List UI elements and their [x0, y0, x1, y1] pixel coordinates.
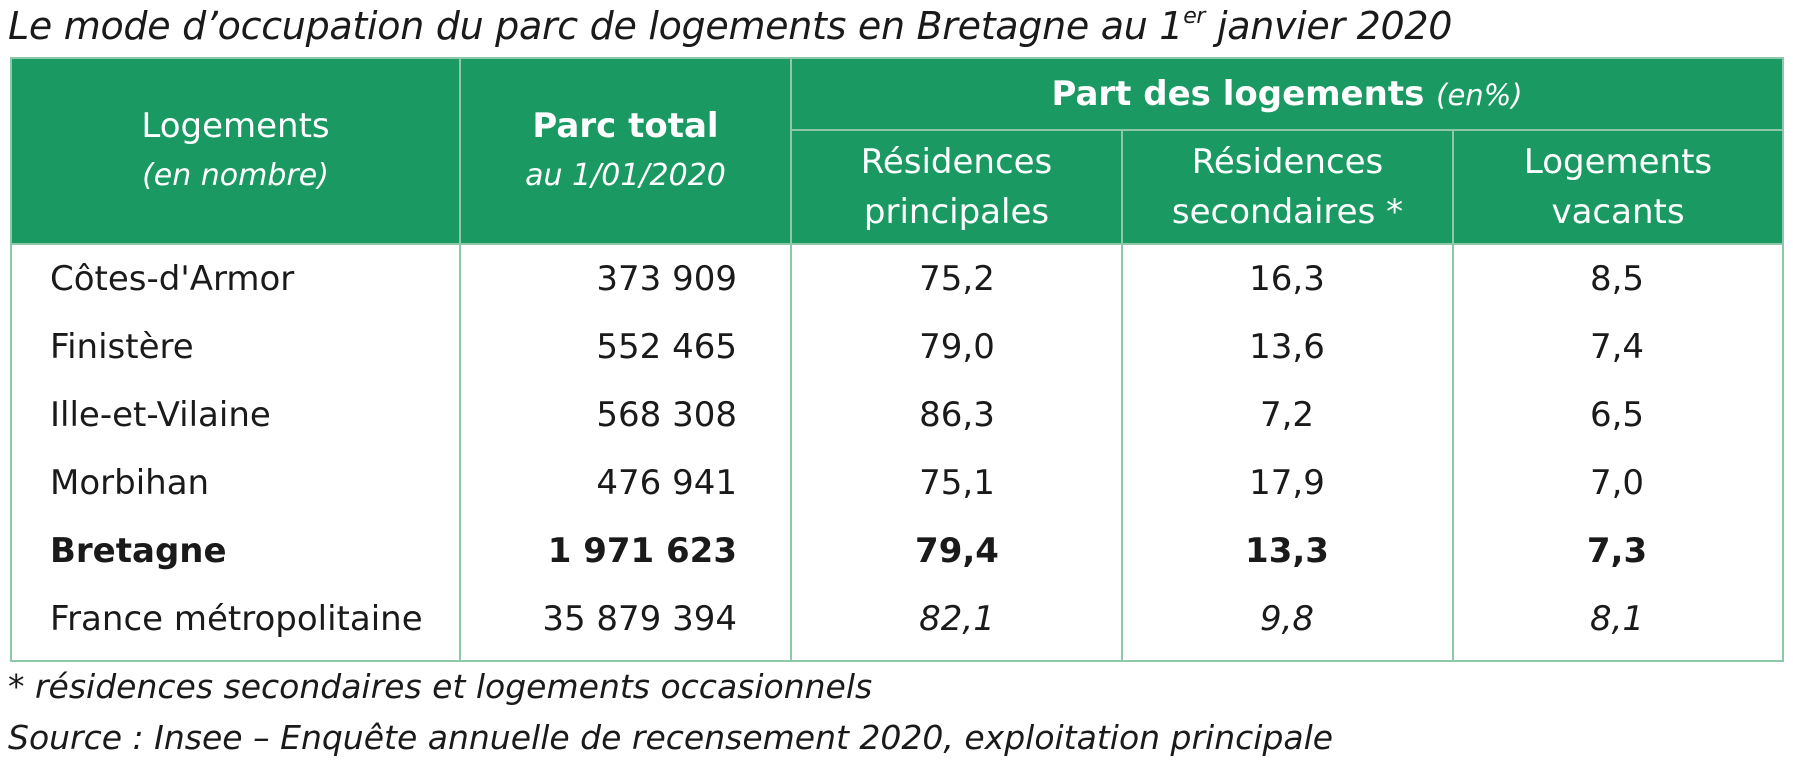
header-logements-unit: (en nombre): [142, 158, 329, 193]
header-logements-vacants: Logements vacants: [1454, 131, 1782, 243]
title-text: Le mode d’occupation du parc de logement…: [8, 4, 1184, 48]
header-residences-principales: Résidences principales: [792, 131, 1121, 243]
header-rs-line1: Résidences: [1191, 142, 1384, 182]
table-title: Le mode d’occupation du parc de logement…: [8, 2, 1452, 50]
header-lv-line2: vacants: [1551, 192, 1685, 232]
title-text-end: janvier 2020: [1205, 4, 1453, 48]
cell-logements-vacants: 7,0: [1589, 463, 1645, 503]
column-divider: [459, 59, 461, 660]
column-divider: [1452, 129, 1454, 660]
table-row-reference: France métropolitaine 35 879 394 82,1 9,…: [12, 585, 1782, 653]
cell-residences-secondaires: 16,3: [1249, 259, 1325, 299]
cell-logements-vacants: 7,3: [1586, 531, 1648, 571]
header-rp-line1: Résidences: [860, 142, 1053, 182]
cell-parc-total: 568 308: [596, 395, 737, 435]
header-rp-line2: principales: [863, 192, 1050, 232]
cell-parc-total: 35 879 394: [542, 599, 737, 639]
cell-residences-principales: 82,1: [919, 599, 995, 639]
table-row: Finistère 552 465 79,0 13,6 7,4: [12, 313, 1782, 381]
cell-parc-total: 1 971 623: [547, 531, 737, 571]
header-parc-total-date: au 1/01/2020: [525, 158, 726, 193]
cell-logements-vacants: 8,1: [1589, 599, 1645, 639]
header-parc-total: Parc total au 1/01/2020: [461, 59, 790, 243]
table-row: Morbihan 476 941 75,1 17,9 7,0: [12, 449, 1782, 517]
cell-name: Ille-et-Vilaine: [50, 395, 271, 435]
cell-residences-principales: 75,2: [919, 259, 995, 299]
cell-residences-secondaires: 13,3: [1245, 531, 1329, 571]
cell-name: France métropolitaine: [50, 599, 423, 639]
header-residences-secondaires: Résidences secondaires *: [1123, 131, 1452, 243]
cell-residences-secondaires: 13,6: [1249, 327, 1325, 367]
cell-residences-secondaires: 7,2: [1259, 395, 1315, 435]
header-bottom-divider: [12, 243, 1782, 245]
group-label-unit: (en%): [1436, 77, 1523, 112]
footnote-note: * résidences secondaires et logements oc…: [8, 667, 873, 706]
title-superscript: er: [1183, 4, 1206, 29]
cell-residences-secondaires: 17,9: [1249, 463, 1325, 503]
cell-name: Bretagne: [50, 531, 227, 571]
column-divider: [790, 59, 792, 660]
cell-residences-principales: 79,0: [919, 327, 995, 367]
cell-parc-total: 476 941: [596, 463, 737, 503]
header-logements: Logements (en nombre): [12, 59, 459, 243]
cell-logements-vacants: 8,5: [1589, 259, 1645, 299]
header-part-logements-label: Part des logements (en%): [1051, 69, 1522, 120]
table-row-total: Bretagne 1 971 623 79,4 13,3 7,3: [12, 517, 1782, 585]
cell-logements-vacants: 7,4: [1589, 327, 1645, 367]
housing-table: Logements (en nombre) Parc total au 1/01…: [10, 57, 1784, 662]
group-label-text: Part des logements: [1051, 73, 1425, 114]
table-header: Logements (en nombre) Parc total au 1/01…: [12, 59, 1782, 243]
table-row: Ille-et-Vilaine 568 308 86,3 7,2 6,5: [12, 381, 1782, 449]
cell-name: Morbihan: [50, 463, 210, 503]
cell-logements-vacants: 6,5: [1589, 395, 1645, 435]
header-rs-line2: secondaires *: [1171, 192, 1404, 232]
cell-residences-secondaires: 9,8: [1259, 599, 1315, 639]
cell-name: Finistère: [50, 327, 194, 367]
cell-residences-principales: 79,4: [915, 531, 999, 571]
cell-parc-total: 373 909: [596, 259, 737, 299]
header-lv-line1: Logements: [1523, 142, 1713, 182]
header-parc-total-label: Parc total: [532, 106, 719, 146]
footnote-source: Source : Insee – Enquête annuelle de rec…: [8, 718, 1334, 757]
cell-parc-total: 552 465: [596, 327, 737, 367]
cell-residences-principales: 86,3: [919, 395, 995, 435]
header-logements-label: Logements: [141, 106, 330, 146]
cell-residences-principales: 75,1: [919, 463, 995, 503]
header-part-logements: Part des logements (en%): [792, 59, 1782, 129]
column-divider: [1121, 129, 1123, 660]
cell-name: Côtes-d'Armor: [50, 259, 295, 299]
table-row: Côtes-d'Armor 373 909 75,2 16,3 8,5: [12, 245, 1782, 313]
header-divider: [792, 129, 1782, 131]
